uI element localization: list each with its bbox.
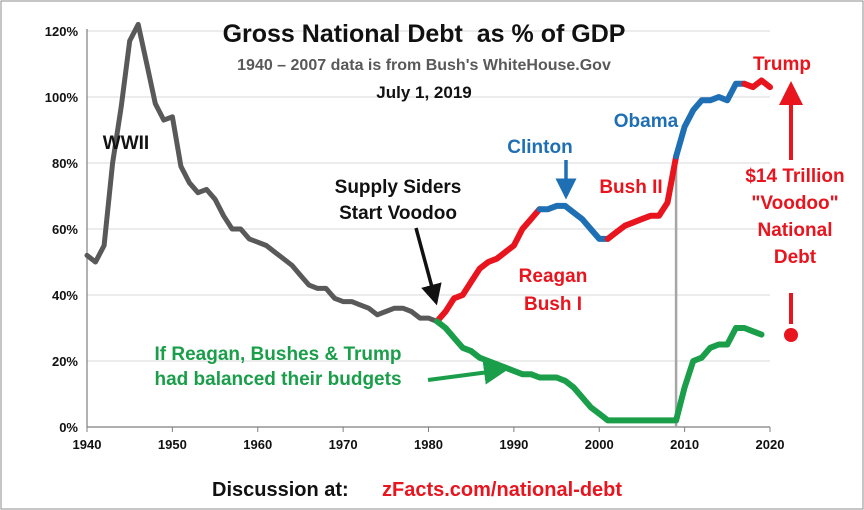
y-tick-label: 20%	[52, 354, 78, 369]
annotation-reagan-bush-i: Reagan Bush I	[519, 266, 588, 315]
series-line-reagan-bush-i	[434, 206, 543, 325]
annotation-voodoo-line-1: $14 Trillion	[745, 166, 844, 187]
axes	[86, 29, 771, 432]
x-tick-label: 1960	[243, 437, 272, 452]
footer-link[interactable]: zFacts.com/national-debt	[382, 479, 622, 501]
y-tick-label: 100%	[45, 90, 79, 105]
supply-siders-arrow	[414, 227, 442, 306]
series-line-bush-ii	[604, 153, 680, 242]
y-tick-label: 40%	[52, 288, 78, 303]
annotation-clinton-label: Clinton	[507, 137, 572, 158]
annotation-bush-ii-label: Bush II	[599, 177, 662, 198]
x-tick-label: 2000	[585, 437, 614, 452]
annotation-trump: Trump	[753, 54, 811, 75]
y-tick-label: 120%	[45, 24, 79, 39]
annotation-supply-line-1: Supply Siders	[335, 177, 462, 198]
chart-title: Gross National Debt as % of GDP	[223, 20, 626, 48]
voodoo-debt-dot	[784, 328, 798, 342]
annotation-supply-siders: Supply Siders Start Voodoo	[335, 177, 462, 224]
x-tick-label: 1940	[73, 437, 102, 452]
x-tick-label: 2020	[756, 437, 785, 452]
y-tick-label: 80%	[52, 156, 78, 171]
x-tick-label: 1950	[158, 437, 187, 452]
series-line-trump	[741, 77, 773, 91]
series-line-obama	[673, 80, 748, 160]
annotation-voodoo-line-2: "Voodoo"	[751, 193, 838, 214]
annotation-voodoo-line-4: Debt	[774, 247, 817, 268]
chart-subtitle: 1940 – 2007 data is from Bush's WhiteHou…	[237, 57, 611, 74]
x-tick-label: 1980	[414, 437, 443, 452]
x-tick-labels: 1940 1950 1960 1970 1980 1990 2000 2010 2020	[73, 437, 785, 452]
annotation-obama-label: Obama	[614, 111, 679, 132]
annotation-reagan-line-1: Reagan	[519, 266, 588, 287]
y-tick-labels: 0% 20% 40% 60% 80% 100% 120%	[45, 24, 79, 435]
annotation-clinton: Clinton	[507, 137, 572, 158]
balanced-budget-arrow	[427, 360, 508, 385]
annotation-voodoo-line-3: National	[758, 220, 833, 241]
annotation-balanced-line-1: If Reagan, Bushes & Trump	[154, 344, 401, 365]
annotation-reagan-line-2: Bush I	[524, 294, 582, 315]
footer-label: Discussion at:	[212, 479, 349, 501]
annotation-wwii: WWII	[103, 133, 149, 154]
annotation-trump-label: Trump	[753, 54, 811, 75]
gridlines	[87, 30, 770, 362]
chart-date: July 1, 2019	[376, 83, 471, 102]
series-line-pre-reagan	[84, 21, 440, 324]
x-tick-label: 2010	[670, 437, 699, 452]
annotation-obama: Obama	[614, 111, 679, 132]
y-tick-label: 0%	[59, 420, 78, 435]
annotation-balanced-line-2: had balanced their budgets	[154, 369, 401, 390]
x-tick-label: 1990	[499, 437, 528, 452]
annotation-supply-line-2: Start Voodoo	[339, 203, 457, 224]
series-line-clinton	[536, 202, 611, 242]
x-tick-label: 1970	[329, 437, 358, 452]
annotation-bush-ii: Bush II	[599, 177, 662, 198]
y-tick-label: 60%	[52, 222, 78, 237]
annotation-wwii-line: WWII	[103, 133, 149, 154]
annotation-voodoo-debt: $14 Trillion "Voodoo" National Debt	[745, 166, 844, 268]
annotation-balanced-budgets: If Reagan, Bushes & Trump had balanced t…	[154, 344, 401, 390]
